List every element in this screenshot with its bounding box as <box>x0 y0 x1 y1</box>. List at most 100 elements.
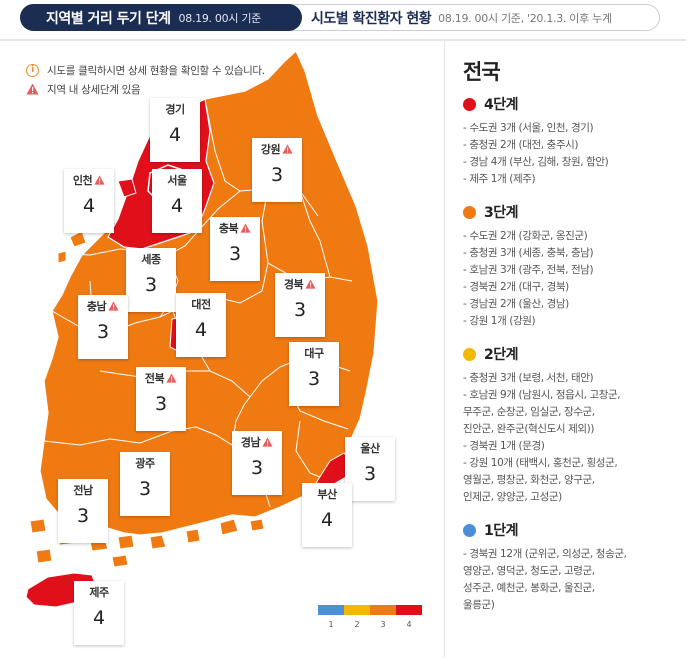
region-chungbuk[interactable]: 충북 3 <box>210 217 260 281</box>
region-name: 충남 <box>86 300 107 313</box>
list-item: - 경북권 2개 (대구, 경북) <box>463 281 569 293</box>
region-gyeonggi[interactable]: 경기 4 <box>150 98 200 162</box>
region-jeju[interactable]: 제주 4 <box>74 581 124 645</box>
level-3-header: 3단계 <box>463 202 683 222</box>
region-daejeon[interactable]: 대전 4 <box>176 293 226 357</box>
region-incheon[interactable]: 인천 4 <box>64 169 114 233</box>
region-gwangju[interactable]: 광주 3 <box>120 452 170 516</box>
warning-icon <box>240 223 251 233</box>
divider-vertical <box>444 41 445 658</box>
click-hint: i 시도를 클릭하시면 상세 현황을 확인할 수 있습니다. <box>26 63 265 78</box>
region-gangwon[interactable]: 강원 3 <box>252 138 302 202</box>
legend-item-1: 1 <box>318 605 344 629</box>
region-jeonbuk[interactable]: 전북 3 <box>136 367 186 431</box>
region-jeonnam[interactable]: 전남 3 <box>58 479 108 543</box>
region-daegu[interactable]: 대구 3 <box>289 342 339 406</box>
region-name: 세종 <box>141 253 161 266</box>
region-level: 4 <box>194 319 208 341</box>
level-4-header: 4단계 <box>463 94 683 114</box>
region-level: 3 <box>96 321 110 343</box>
legend-label: 1 <box>328 620 334 629</box>
warning-icon <box>305 279 316 289</box>
national-summary-panel: 전국 4단계 - 수도권 3개 (서울, 인천, 경기) - 충청권 2개 (대… <box>463 56 683 614</box>
region-seoul[interactable]: 서울 4 <box>152 169 202 233</box>
tab-distancing-date: 08.19. 00시 기준 <box>178 11 262 25</box>
legend-item-2: 2 <box>344 605 370 629</box>
region-name: 제주 <box>89 586 109 599</box>
region-level: 3 <box>144 274 158 296</box>
level-1-title: 1단계 <box>484 523 519 539</box>
level-1-header: 1단계 <box>463 520 683 540</box>
region-busan[interactable]: 부산 4 <box>302 483 352 547</box>
region-name: 전남 <box>73 484 93 497</box>
list-item: - 충청권 2개 (대전, 충주시) <box>463 139 579 151</box>
tab-cases-date: 08.19. 00시 기준, '20.1.3. 이후 누계 <box>438 11 612 25</box>
region-level: 4 <box>92 607 106 629</box>
level-1-dot-icon <box>463 523 476 537</box>
tab-distancing-title: 지역별 거리 두기 단계 <box>46 10 171 27</box>
region-name: 경남 <box>240 436 261 449</box>
level-1-list: - 경북권 12개 (군위군, 의성군, 청송군, 영양군, 영덕군, 청도군,… <box>463 546 683 614</box>
region-ulsan[interactable]: 울산 3 <box>345 437 395 501</box>
warning-hint: 지역 내 상세단계 있음 <box>26 82 141 97</box>
list-item: - 호남권 3개 (광주, 전북, 전남) <box>463 264 594 276</box>
region-level: 4 <box>320 509 334 531</box>
korea-map: 경기 4 강원 3 인천 4 서울 4 충북 3 세종 3 대전 4 경북 3 … <box>0 41 444 658</box>
list-item: 인제군, 양양군, 고성군) <box>463 491 562 503</box>
tab-confirmed-cases[interactable]: 시도별 확진환자 현황 08.19. 00시 기준, '20.1.3. 이후 누… <box>311 5 612 30</box>
level-2-header: 2단계 <box>463 344 683 364</box>
legend-swatch <box>370 605 396 615</box>
level-3-title: 3단계 <box>484 205 519 221</box>
region-name: 울산 <box>360 442 380 455</box>
region-level: 3 <box>293 299 307 321</box>
region-level: 3 <box>154 393 168 415</box>
level-2-dot-icon <box>463 347 476 361</box>
region-name: 대구 <box>304 347 324 360</box>
tab-cases-title: 시도별 확진환자 현황 <box>311 10 432 27</box>
list-item: - 충청권 3개 (세종, 충북, 충남) <box>463 247 594 259</box>
click-hint-text: 시도를 클릭하시면 상세 현황을 확인할 수 있습니다. <box>47 65 265 77</box>
list-item: 성주군, 예천군, 봉화군, 울진군, <box>463 582 595 594</box>
list-item: - 경북권 12개 (군위군, 의성군, 청송군, <box>463 548 627 560</box>
list-item: 영월군, 평창군, 화천군, 양구군, <box>463 474 595 486</box>
region-name: 경기 <box>165 103 185 116</box>
list-item: - 제주 1개 (제주) <box>463 173 536 185</box>
region-level: 3 <box>76 505 90 527</box>
region-level: 3 <box>250 457 264 479</box>
region-name: 전북 <box>144 372 165 385</box>
incheon-shape[interactable] <box>117 178 137 198</box>
legend-label: 2 <box>354 620 360 629</box>
level-2-list: - 충청권 3개 (보령, 서천, 태안) - 호남권 9개 (남원시, 정읍시… <box>463 370 683 506</box>
list-item: 무주군, 순창군, 임실군, 장수군, <box>463 406 595 418</box>
legend-swatch <box>318 605 344 615</box>
warning-icon <box>282 144 293 154</box>
view-tabs: 지역별 거리 두기 단계 08.19. 00시 기준 시도별 확진환자 현황 0… <box>20 4 660 31</box>
region-level: 3 <box>307 368 321 390</box>
region-level: 3 <box>138 478 152 500</box>
region-name: 충북 <box>218 222 239 235</box>
warning-icon <box>108 301 119 311</box>
region-gyeongbuk[interactable]: 경북 3 <box>275 273 325 337</box>
region-level: 4 <box>82 195 96 217</box>
level-4-list: - 수도권 3개 (서울, 인천, 경기) - 충청권 2개 (대전, 충주시)… <box>463 120 683 188</box>
tab-distancing-levels[interactable]: 지역별 거리 두기 단계 08.19. 00시 기준 <box>20 4 302 31</box>
list-item: - 호남권 9개 (남원시, 정읍시, 고창군, <box>463 389 621 401</box>
legend-swatch <box>344 605 370 615</box>
level-3-list: - 수도권 2개 (강화군, 옹진군) - 충청권 3개 (세종, 충북, 충남… <box>463 228 683 330</box>
region-gyeongnam[interactable]: 경남 3 <box>232 431 282 495</box>
region-chungnam[interactable]: 충남 3 <box>78 295 128 359</box>
list-item: - 경남 4개 (부산, 김해, 창원, 함안) <box>463 156 609 168</box>
region-name: 부산 <box>317 488 337 501</box>
region-sejong[interactable]: 세종 3 <box>126 248 176 312</box>
list-item: 울릉군) <box>463 599 495 611</box>
legend-label: 4 <box>406 620 412 629</box>
region-name: 광주 <box>135 457 155 470</box>
list-item: - 강원 1개 (강원) <box>463 315 536 327</box>
warning-icon <box>262 437 273 447</box>
list-item: - 경남권 2개 (울산, 경남) <box>463 298 569 310</box>
region-name: 인천 <box>72 174 93 187</box>
level-4-title: 4단계 <box>484 97 519 113</box>
legend-swatch <box>396 605 422 615</box>
level-legend: 1 2 3 4 <box>318 605 422 629</box>
warning-hint-text: 지역 내 상세단계 있음 <box>47 84 141 96</box>
